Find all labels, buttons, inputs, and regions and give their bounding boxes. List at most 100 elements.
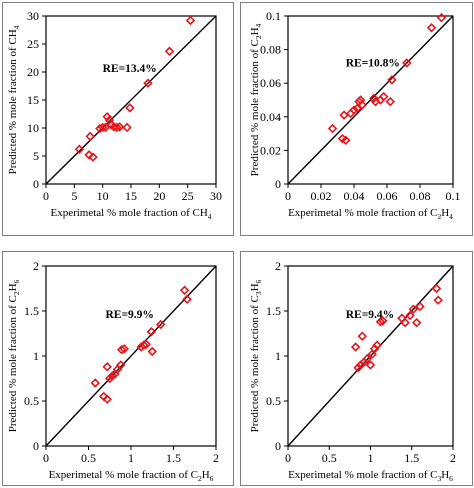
data-point [185, 15, 196, 26]
data-point [353, 362, 363, 373]
data-point [436, 12, 447, 23]
data-point [164, 46, 175, 57]
x-tick-label: 0 [43, 189, 49, 203]
x-tick-label: 0.5 [81, 451, 96, 465]
axis-label-part: H [249, 283, 261, 291]
y-tick-label: 1 [33, 349, 39, 363]
x-axis-label: Experimetal % mole fraction of CH4 [50, 207, 211, 221]
axis-label-part: Predicted % mole fraction of C [7, 295, 19, 432]
y-tick-label: 0.08 [260, 43, 281, 57]
data-point [357, 331, 367, 341]
data-point [122, 122, 132, 133]
data-point [402, 58, 412, 68]
axis-label-part: H [249, 27, 261, 35]
x-tick-label: 0.5 [322, 451, 337, 465]
data-point [179, 285, 190, 296]
data-point [349, 105, 359, 115]
y-tick-label: 0.04 [260, 110, 281, 124]
x-tick-label: 5 [71, 189, 77, 203]
parity-line [287, 15, 454, 185]
data-point [88, 152, 98, 162]
axis-label-subscript: 6 [210, 474, 214, 483]
x-tick-label: 0 [285, 451, 291, 465]
data-point [112, 122, 122, 133]
data-point [387, 75, 397, 85]
data-point [100, 122, 111, 133]
data-point [141, 339, 152, 350]
data-point [372, 340, 382, 350]
data-point [433, 295, 443, 305]
data-point [378, 91, 389, 102]
y-tick-label: 2 [33, 259, 39, 273]
data-point [341, 135, 351, 146]
chart-panel-c2h4: 0 0.02 0.04 0.06 0.08 0.1 0 0.02 0.04 0.06 0.08 0.1… [240, 2, 473, 236]
axis-label-subscript: 4 [208, 212, 212, 221]
axis-label-part: Experimetal % mole fraction of C [49, 469, 198, 481]
data-point [107, 371, 118, 381]
y-tick-label: 0 [33, 177, 39, 191]
y-tick-label: 2 [275, 259, 281, 273]
y-tick-label: 0.02 [260, 143, 281, 157]
data-point [97, 122, 108, 133]
y-tick-label: 30 [27, 9, 39, 23]
x-tick-label: 25 [182, 189, 194, 203]
y-tick-label: 15 [27, 93, 39, 107]
relative-error-annotation: RE=9.9% [106, 309, 154, 321]
data-point [355, 360, 366, 370]
axis-label-part: H [202, 469, 210, 481]
data-point [408, 304, 419, 314]
data-point [156, 319, 166, 330]
y-tick-label: 5 [33, 149, 39, 163]
data-point [357, 100, 367, 110]
data-point [143, 78, 153, 88]
relative-error-annotation: RE=13.4% [103, 63, 157, 75]
x-tick-label: 0.02 [311, 189, 332, 203]
data-point [147, 346, 157, 357]
panel-border [2, 2, 234, 236]
x-tick-label: 1.5 [404, 451, 419, 465]
x-tick-label: 0.1 [446, 189, 461, 203]
x-tick-label: 2 [213, 451, 219, 465]
data-point [431, 283, 442, 294]
x-tick-label: 20 [153, 189, 165, 203]
data-point [116, 360, 126, 370]
panel-border [240, 2, 473, 236]
data-point [84, 150, 94, 160]
y-axis-label: Predicted % mole fraction of C3H6 [249, 279, 263, 432]
axis-label-part: Experimetal % mole fraction of C [288, 469, 437, 481]
y-tick-label: 0.5 [24, 394, 39, 408]
data-point [114, 122, 125, 132]
axis-label-part: H [441, 469, 449, 481]
data-point [139, 340, 149, 350]
data-point [119, 344, 129, 354]
data-point [365, 360, 376, 370]
x-tick-label: 0 [285, 189, 291, 203]
x-tick-label: 0.08 [410, 189, 431, 203]
axis-label-part: Predicted % mole fraction of C [249, 295, 261, 432]
parity-line [45, 15, 217, 185]
data-point [125, 103, 135, 113]
axis-label-subscript: 4 [254, 23, 263, 27]
axis-label-subscript: 2 [198, 474, 202, 483]
axis-label-part: Experimetal % mole fraction of C [288, 207, 437, 219]
axis-label-subscript: 6 [254, 279, 263, 283]
axis-label-subscript: 3 [254, 291, 263, 295]
plot-area-border [287, 15, 454, 185]
data-point [378, 316, 388, 326]
data-point [74, 144, 85, 155]
x-tick-label: 15 [125, 189, 137, 203]
axis-label-subscript: 4 [12, 25, 21, 29]
y-tick-label: 1.5 [24, 304, 39, 318]
data-point [327, 123, 338, 134]
axis-label-part: Experimetal % mole fraction of CH [50, 207, 207, 219]
data-point [102, 394, 112, 404]
x-axis-label: Experimetal % mole fraction of C2H6 [49, 469, 214, 483]
relative-error-annotation: RE=9.4% [346, 309, 394, 321]
y-tick-label: 0.5 [266, 394, 281, 408]
axis-label-subscript: 6 [449, 474, 453, 483]
axis-label-subscript: 2 [437, 212, 441, 221]
x-axis-label: Experimetal % mole fraction of C2H4 [288, 207, 453, 221]
axis-label-subscript: 2 [254, 35, 263, 39]
